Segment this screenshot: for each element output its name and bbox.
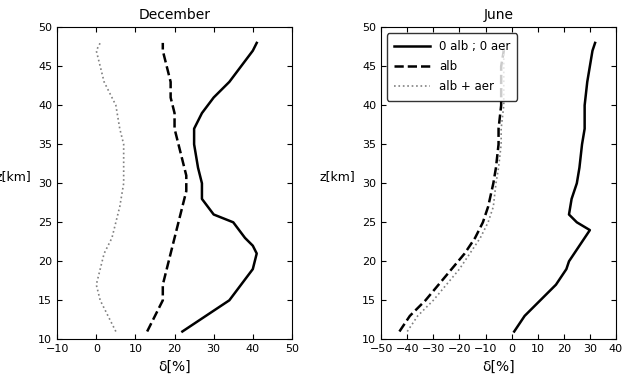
X-axis label: δ[%]: δ[%] [482, 360, 515, 374]
Y-axis label: z[km]: z[km] [319, 170, 355, 183]
Legend: 0 alb ; 0 aer, alb, alb + aer: 0 alb ; 0 aer, alb, alb + aer [387, 33, 518, 101]
Title: June: June [484, 8, 514, 22]
Title: December: December [138, 8, 211, 22]
Y-axis label: z[km]: z[km] [0, 170, 31, 183]
X-axis label: δ[%]: δ[%] [158, 360, 191, 374]
